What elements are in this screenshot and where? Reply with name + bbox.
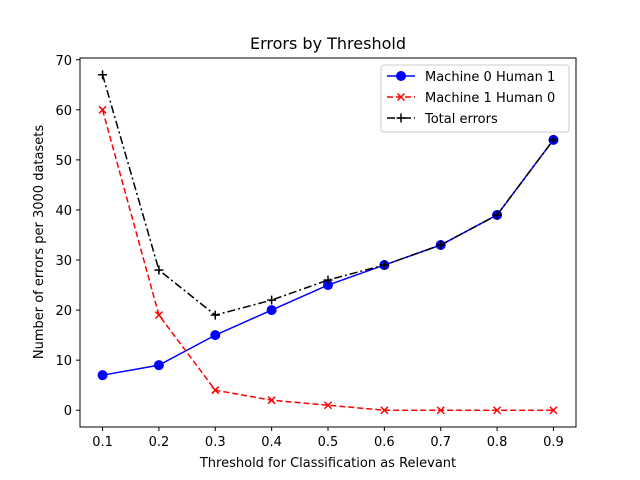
series-line-2 <box>101 74 555 316</box>
y-tick-label: 60 <box>55 104 72 119</box>
legend-marker-1-stroke-b <box>396 92 406 102</box>
x-tick-label: 0.1 <box>92 435 113 450</box>
y-tick-label: 20 <box>55 304 72 319</box>
y-tick-label: 70 <box>55 54 72 69</box>
series-1-point-0 <box>98 105 107 114</box>
legend-marker-0 <box>396 71 406 81</box>
legend-entry-2: Total errors <box>387 112 498 127</box>
x-tick-label: 0.9 <box>543 435 564 450</box>
x-axis-label: Threshold for Classification as Relevant <box>199 456 456 471</box>
series-2-point-5 <box>379 260 389 270</box>
y-tick-label: 0 <box>64 404 72 419</box>
series-2-point-3 <box>267 295 277 305</box>
legend-label-1: Machine 1 Human 0 <box>425 91 555 106</box>
series-1-point-5-stroke-b <box>380 406 389 415</box>
x-tick-label: 0.6 <box>374 435 395 450</box>
x-tick-label: 0.2 <box>149 435 170 450</box>
series-2-point-8 <box>548 135 558 145</box>
series-1-point-3 <box>267 396 276 405</box>
series-0-point-3 <box>266 305 277 316</box>
y-tick-label: 30 <box>55 254 72 269</box>
series-1-point-3-stroke-b <box>267 396 276 405</box>
legend-marker-2 <box>396 113 406 123</box>
series-0-point-0 <box>97 370 108 381</box>
series-1-point-0-stroke-b <box>98 105 107 114</box>
series-1-point-8 <box>549 406 558 415</box>
legend-label-2: Total errors <box>424 112 498 127</box>
legend: Machine 0 Human 1 Machine 1 Human 0 Total … <box>380 64 570 133</box>
series-line-1 <box>101 109 554 411</box>
legend-label-0: Machine 0 Human 1 <box>425 70 555 85</box>
series-2-point-4 <box>323 275 333 285</box>
series-1-point-6 <box>436 406 445 415</box>
y-tick-label: 50 <box>55 154 72 169</box>
x-tick-label: 0.8 <box>487 435 508 450</box>
series-2-point-7 <box>492 210 502 220</box>
series-0-point-2 <box>210 330 221 341</box>
legend-entry-0: Machine 0 Human 1 <box>387 70 555 85</box>
series-1 <box>98 105 558 415</box>
y-axis-label: Number of errors per 3000 datasets <box>32 125 47 359</box>
series-2-point-6 <box>436 240 446 250</box>
legend-marker-1 <box>396 92 406 102</box>
series-1-point-8-stroke-b <box>549 406 558 415</box>
series-0 <box>97 134 559 381</box>
series-1-point-7-stroke-b <box>493 406 502 415</box>
series-1-point-6-stroke-b <box>436 406 445 415</box>
x-tick-label: 0.3 <box>205 435 226 450</box>
plot-area <box>97 70 559 415</box>
series-0-point-1 <box>153 360 164 371</box>
series-1-point-2 <box>211 386 220 395</box>
series-2-point-2 <box>210 310 220 320</box>
series-2-point-0 <box>98 70 108 80</box>
series-2-point-1 <box>154 265 164 275</box>
axes: 0.1 0.2 0.3 0.4 0.5 0.6 0.7 0.8 0.9 0 10 20 30 40 50 60… <box>55 54 577 450</box>
legend-entry-1: Machine 1 Human 0 <box>387 91 555 106</box>
chart-title: Errors by Threshold <box>250 34 406 53</box>
series-1-point-1 <box>154 311 163 320</box>
series-1-point-7 <box>493 406 502 415</box>
legend-frame <box>380 64 570 133</box>
series-2 <box>98 70 558 320</box>
x-tick-label: 0.4 <box>261 435 282 450</box>
series-1-point-5 <box>380 406 389 415</box>
x-tick-label: 0.5 <box>318 435 339 450</box>
series-1-point-4 <box>323 401 333 410</box>
series-1-point-1-stroke-b <box>154 311 163 320</box>
series-1-point-4-stroke-b <box>323 401 333 410</box>
y-tick-label: 10 <box>55 354 72 369</box>
series-1-point-2-stroke-b <box>211 386 220 395</box>
y-tick-label: 40 <box>55 204 72 219</box>
x-tick-label: 0.7 <box>430 435 451 450</box>
